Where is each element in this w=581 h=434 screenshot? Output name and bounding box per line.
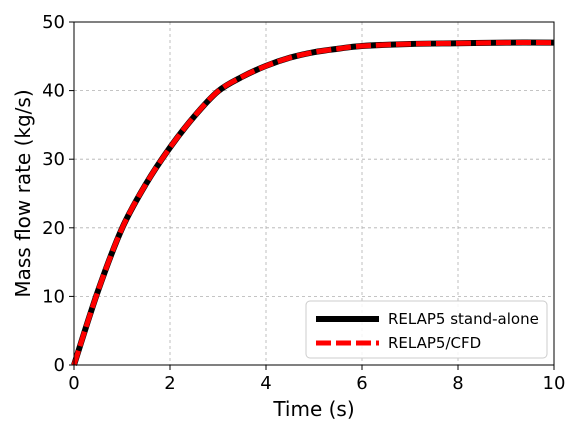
- x-axis-label: Time (s): [272, 397, 354, 421]
- x-tick-label: 0: [68, 373, 79, 394]
- x-tick-label: 8: [452, 373, 463, 394]
- grid-lines: [74, 22, 554, 365]
- y-axis-label: Mass flow rate (kg/s): [11, 89, 35, 297]
- legend: RELAP5 stand-alone RELAP5/CFD: [305, 300, 548, 359]
- series-group: [71, 39, 555, 366]
- axis-ticks: 0 2 4 6 8 10 0 10 20 30 40 50: [42, 12, 565, 394]
- legend-label-1: RELAP5 stand-alone: [388, 310, 539, 328]
- x-tick-label: 10: [543, 373, 566, 394]
- x-tick-label: 2: [164, 373, 175, 394]
- y-tick-label: 40: [42, 81, 65, 102]
- y-tick-label: 30: [42, 149, 65, 170]
- plot-frame: [73, 21, 555, 366]
- y-tick-label: 20: [42, 218, 65, 239]
- x-tick-label: 4: [260, 373, 271, 394]
- series-line-2: [71, 40, 555, 366]
- legend-label-2: RELAP5/CFD: [388, 334, 481, 352]
- y-tick-label: 10: [42, 286, 65, 307]
- y-tick-label: 50: [42, 12, 65, 33]
- y-tick-label: 0: [54, 355, 65, 376]
- x-tick-label: 6: [356, 373, 367, 394]
